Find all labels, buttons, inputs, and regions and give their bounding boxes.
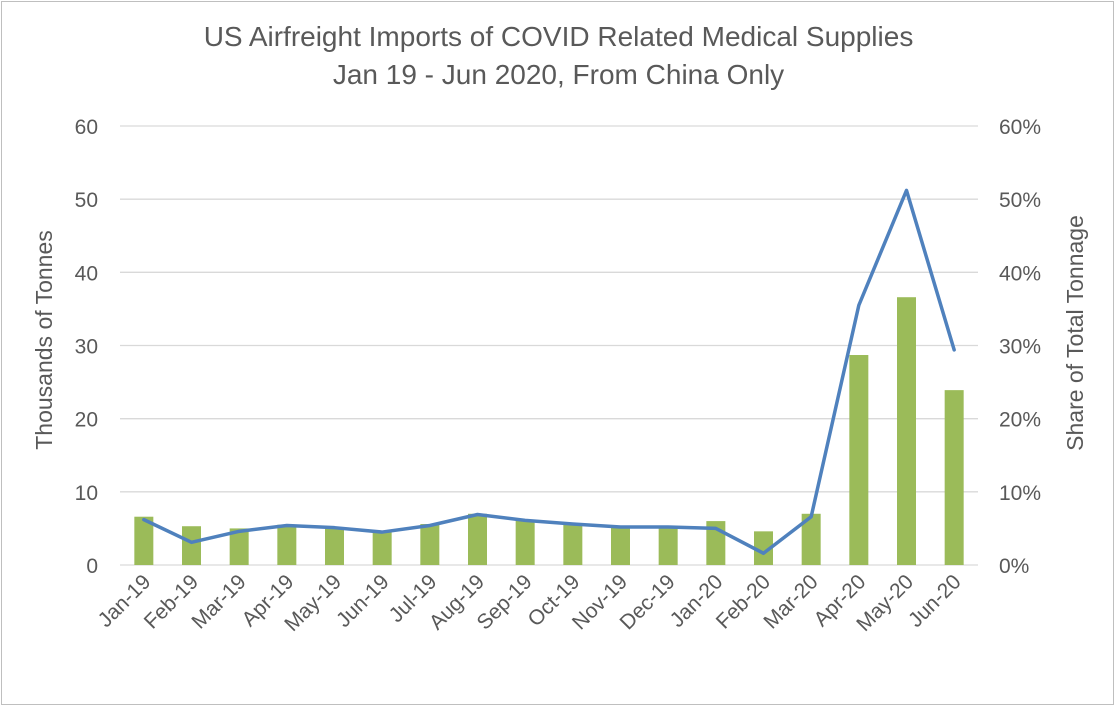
bar-series [134,297,964,565]
line-series [142,188,956,556]
bar-Apr-20 [849,355,869,565]
right-tick-label: 30% [999,336,1041,359]
bar-May-20 [897,297,916,565]
share-line [142,188,956,556]
right-tick-label: 0% [999,555,1029,578]
bar-Sep-19 [515,519,535,565]
bar-Nov-19 [611,527,630,565]
right-tick-label: 40% [999,262,1041,285]
bar-Feb-20 [754,531,773,565]
bar-Oct-19 [563,524,583,565]
bar-Dec-19 [658,527,678,565]
left-tick-label: 20 [75,409,98,432]
x-tick-label: Mar-20 [759,570,822,633]
left-tick-label: 50 [75,189,98,212]
title-line: US Airfreight Imports of COVID Related M… [203,21,914,52]
bar-Mar-19 [229,528,249,565]
x-tick-label: Jun-20 [904,570,966,632]
right-tick-label: 50% [999,189,1041,212]
left-tick-label: 10 [75,482,98,505]
left-tick-label: 40 [75,262,98,285]
left-tick-label: 30 [75,336,98,359]
bar-Feb-19 [182,526,201,565]
left-tick-label: 60 [75,116,98,139]
right-tick-label: 20% [999,409,1041,432]
right-tick-label: 60% [999,116,1041,139]
bar-Mar-20 [801,513,821,565]
right-tick-label: 10% [999,482,1041,505]
bar-Jan-19 [134,516,154,565]
bar-Jul-19 [420,524,440,565]
left-axis-label: Thousands of Tonnes [31,230,57,450]
subtitle-line: Jan 19 - Jun 2020, From China Only [332,59,785,90]
chart-title: US Airfreight Imports of COVID Related M… [0,18,1117,94]
left-axis-ticks: 0 10 20 30 40 50 60 [75,116,98,578]
bar-May-19 [325,528,344,565]
bar-Jun-20 [944,390,964,565]
x-axis-ticks: Jan-19Feb-19Mar-19Apr-19May-19Jun-19Jul-… [94,570,966,636]
left-tick-label: 0 [86,555,98,578]
bar-Aug-19 [468,513,487,565]
right-axis-label: Share of Total Tonnage [1062,215,1088,451]
x-tick-label: Mar-19 [187,570,250,633]
bar-Apr-19 [277,524,297,565]
right-axis-ticks: 0% 10% 20% 30% 40% 50% 60% [999,116,1041,578]
bar-Jun-19 [372,531,392,565]
x-tick-label: Jun-19 [332,570,394,632]
